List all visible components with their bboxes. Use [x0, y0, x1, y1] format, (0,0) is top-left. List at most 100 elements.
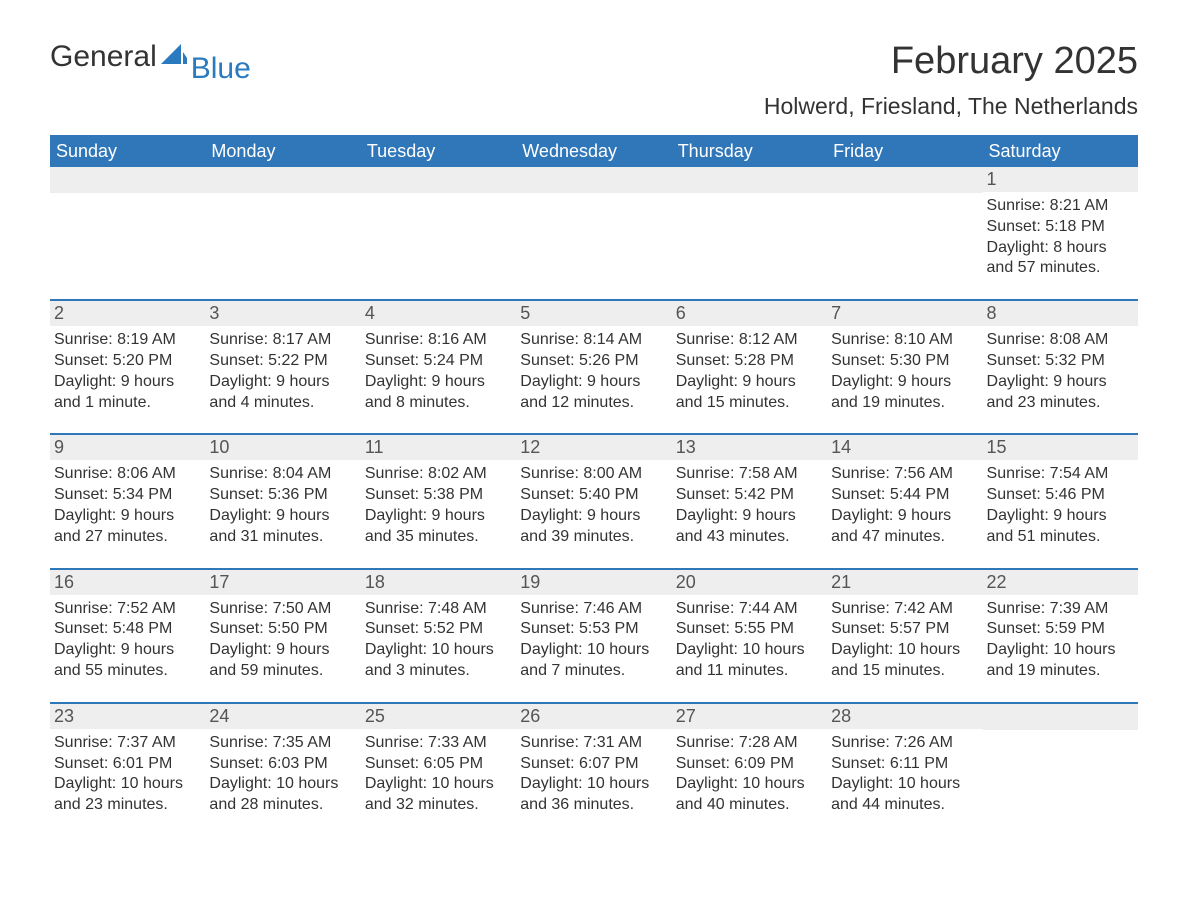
- day-info: Sunrise: 7:31 AMSunset: 6:07 PMDaylight:…: [520, 733, 667, 816]
- sunset-text: Sunset: 5:44 PM: [831, 485, 978, 506]
- day-cell: 2Sunrise: 8:19 AMSunset: 5:20 PMDaylight…: [50, 301, 205, 421]
- day-info: Sunrise: 7:48 AMSunset: 5:52 PMDaylight:…: [365, 599, 512, 682]
- logo-text-blue: Blue: [191, 52, 251, 86]
- sunset-text: Sunset: 5:50 PM: [209, 619, 356, 640]
- day-info: Sunrise: 8:19 AMSunset: 5:20 PMDaylight:…: [54, 330, 201, 413]
- day-info: Sunrise: 8:06 AMSunset: 5:34 PMDaylight:…: [54, 464, 201, 547]
- day-number: 26: [516, 704, 671, 729]
- day-number: [827, 167, 982, 193]
- day-cell: 22Sunrise: 7:39 AMSunset: 5:59 PMDayligh…: [983, 570, 1138, 690]
- day-number: 17: [205, 570, 360, 595]
- sunrise-text: Sunrise: 7:33 AM: [365, 733, 512, 754]
- day-cell: 4 Sunrise: 8:16 AMSunset: 5:24 PMDaylight…: [361, 301, 516, 421]
- day-info: Sunrise: 7:28 AMSunset: 6:09 PMDaylight:…: [676, 733, 823, 816]
- sunrise-text: Sunrise: 7:28 AM: [676, 733, 823, 754]
- sunset-text: Sunset: 5:42 PM: [676, 485, 823, 506]
- day-cell: 6Sunrise: 8:12 AMSunset: 5:28 PMDaylight…: [672, 301, 827, 421]
- day-cell: 18Sunrise: 7:48 AMSunset: 5:52 PMDayligh…: [361, 570, 516, 690]
- week-row: 1 Sunrise: 8:21 AMSunset: 5:18 PMDaylight…: [50, 167, 1138, 287]
- weekday-sunday: Sunday: [50, 141, 205, 162]
- sunrise-text: Sunrise: 7:56 AM: [831, 464, 978, 485]
- day-cell: [672, 167, 827, 287]
- weekday-saturday: Saturday: [983, 141, 1138, 162]
- day-number: 24: [205, 704, 360, 729]
- logo-sail-icon: [161, 40, 187, 74]
- day-cell: 12Sunrise: 8:00 AMSunset: 5:40 PMDayligh…: [516, 435, 671, 555]
- day-cell: 21Sunrise: 7:42 AMSunset: 5:57 PMDayligh…: [827, 570, 982, 690]
- day-number: 8: [983, 301, 1138, 326]
- day-cell: 5Sunrise: 8:14 AMSunset: 5:26 PMDaylight…: [516, 301, 671, 421]
- weekday-thursday: Thursday: [672, 141, 827, 162]
- daylight-text: Daylight: 10 hours and 32 minutes.: [365, 774, 512, 816]
- sunrise-text: Sunrise: 8:10 AM: [831, 330, 978, 351]
- header: General Blue February 2025 Holwerd, Frie…: [50, 40, 1138, 120]
- day-number: [672, 167, 827, 193]
- daylight-text: Daylight: 9 hours and 39 minutes.: [520, 506, 667, 548]
- day-cell: 8Sunrise: 8:08 AMSunset: 5:32 PMDaylight…: [983, 301, 1138, 421]
- day-cell: 15Sunrise: 7:54 AMSunset: 5:46 PMDayligh…: [983, 435, 1138, 555]
- day-cell: 17 Sunrise: 7:50 AMSunset: 5:50 PMDayligh…: [205, 570, 360, 690]
- daylight-text: Daylight: 9 hours and 59 minutes.: [209, 640, 356, 682]
- calendar: SundayMondayTuesdayWednesdayThursdayFrid…: [50, 135, 1138, 824]
- sunrise-text: Sunrise: 7:50 AM: [209, 599, 356, 620]
- daylight-text: Daylight: 10 hours and 11 minutes.: [676, 640, 823, 682]
- location: Holwerd, Friesland, The Netherlands: [764, 93, 1138, 120]
- day-info: Sunrise: 8:21 AMSunset: 5:18 PMDaylight:…: [987, 196, 1134, 279]
- day-number: 4: [361, 301, 516, 326]
- day-number: [205, 167, 360, 193]
- day-info: Sunrise: 8:16 AMSunset: 5:24 PMDaylight:…: [365, 330, 512, 413]
- logo: General Blue: [50, 40, 255, 74]
- sunset-text: Sunset: 5:26 PM: [520, 351, 667, 372]
- day-number: 22: [983, 570, 1138, 595]
- day-cell: 14Sunrise: 7:56 AMSunset: 5:44 PMDayligh…: [827, 435, 982, 555]
- day-info: Sunrise: 7:54 AMSunset: 5:46 PMDaylight:…: [987, 464, 1134, 547]
- daylight-text: Daylight: 10 hours and 40 minutes.: [676, 774, 823, 816]
- daylight-text: Daylight: 10 hours and 44 minutes.: [831, 774, 978, 816]
- sunset-text: Sunset: 5:24 PM: [365, 351, 512, 372]
- sunrise-text: Sunrise: 7:37 AM: [54, 733, 201, 754]
- day-cell: [361, 167, 516, 287]
- day-cell: 16Sunrise: 7:52 AMSunset: 5:48 PMDayligh…: [50, 570, 205, 690]
- sunrise-text: Sunrise: 7:35 AM: [209, 733, 356, 754]
- day-number: 11: [361, 435, 516, 460]
- day-number: 9: [50, 435, 205, 460]
- weekday-wednesday: Wednesday: [516, 141, 671, 162]
- daylight-text: Daylight: 10 hours and 3 minutes.: [365, 640, 512, 682]
- title-block: February 2025 Holwerd, Friesland, The Ne…: [764, 40, 1138, 120]
- week-row: 23Sunrise: 7:37 AMSunset: 6:01 PMDayligh…: [50, 702, 1138, 824]
- sunset-text: Sunset: 5:53 PM: [520, 619, 667, 640]
- day-info: Sunrise: 8:10 AMSunset: 5:30 PMDaylight:…: [831, 330, 978, 413]
- daylight-text: Daylight: 10 hours and 15 minutes.: [831, 640, 978, 682]
- sunset-text: Sunset: 5:18 PM: [987, 217, 1134, 238]
- daylight-text: Daylight: 9 hours and 12 minutes.: [520, 372, 667, 414]
- day-cell: [50, 167, 205, 287]
- daylight-text: Daylight: 9 hours and 1 minute.: [54, 372, 201, 414]
- day-number: 13: [672, 435, 827, 460]
- daylight-text: Daylight: 10 hours and 23 minutes.: [54, 774, 201, 816]
- day-cell: [205, 167, 360, 287]
- sunrise-text: Sunrise: 8:21 AM: [987, 196, 1134, 217]
- daylight-text: Daylight: 10 hours and 19 minutes.: [987, 640, 1134, 682]
- sunrise-text: Sunrise: 8:12 AM: [676, 330, 823, 351]
- sunrise-text: Sunrise: 7:42 AM: [831, 599, 978, 620]
- day-info: Sunrise: 7:44 AMSunset: 5:55 PMDaylight:…: [676, 599, 823, 682]
- sunset-text: Sunset: 5:52 PM: [365, 619, 512, 640]
- day-info: Sunrise: 8:00 AMSunset: 5:40 PMDaylight:…: [520, 464, 667, 547]
- weekday-header-row: SundayMondayTuesdayWednesdayThursdayFrid…: [50, 135, 1138, 167]
- day-number: 10: [205, 435, 360, 460]
- day-cell: 28Sunrise: 7:26 AMSunset: 6:11 PMDayligh…: [827, 704, 982, 824]
- day-info: Sunrise: 7:26 AMSunset: 6:11 PMDaylight:…: [831, 733, 978, 816]
- sunset-text: Sunset: 5:32 PM: [987, 351, 1134, 372]
- sunrise-text: Sunrise: 8:08 AM: [987, 330, 1134, 351]
- day-cell: 7Sunrise: 8:10 AMSunset: 5:30 PMDaylight…: [827, 301, 982, 421]
- day-number: 1: [983, 167, 1138, 192]
- daylight-text: Daylight: 9 hours and 35 minutes.: [365, 506, 512, 548]
- day-info: Sunrise: 7:35 AMSunset: 6:03 PMDaylight:…: [209, 733, 356, 816]
- day-info: Sunrise: 7:37 AMSunset: 6:01 PMDaylight:…: [54, 733, 201, 816]
- page-title: February 2025: [764, 40, 1138, 83]
- day-number: [50, 167, 205, 193]
- day-info: Sunrise: 8:17 AMSunset: 5:22 PMDaylight:…: [209, 330, 356, 413]
- sunset-text: Sunset: 5:48 PM: [54, 619, 201, 640]
- sunset-text: Sunset: 5:57 PM: [831, 619, 978, 640]
- day-cell: 19Sunrise: 7:46 AMSunset: 5:53 PMDayligh…: [516, 570, 671, 690]
